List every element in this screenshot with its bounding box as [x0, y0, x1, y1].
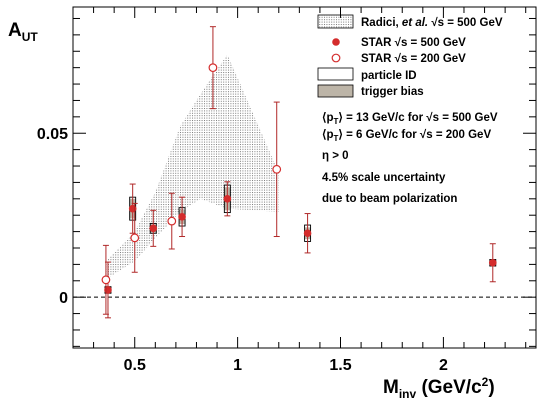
data-point-500	[223, 195, 232, 203]
annotation-pt-200: ⟨pT⟩ = 6 GeV/c for √s = 200 GeV	[322, 128, 491, 143]
data-point-200	[167, 216, 177, 226]
y-tick-label-0: 0	[59, 290, 68, 307]
data-point-200	[208, 63, 218, 73]
legend-band-swatch	[317, 14, 354, 29]
theory-band-area	[105, 54, 279, 280]
annotation-pt-500: ⟨pT⟩ = 13 GeV/c for √s = 500 GeV	[322, 111, 498, 126]
legend: Radici, et al. √s = 500 GeV STAR √s = 50…	[317, 14, 503, 98]
legend-filled-label: STAR √s = 500 GeV	[361, 36, 466, 49]
legend-pid-label: particle ID	[361, 70, 417, 82]
legend-band-label: Radici, et al. √s = 500 GeV	[361, 16, 503, 29]
axis-ticks	[73, 7, 536, 348]
data-point-500	[178, 213, 186, 221]
data-point-500	[149, 224, 158, 233]
data-points	[101, 26, 497, 319]
legend-trig-label: trigger bias	[361, 86, 424, 98]
legend-pid-swatch	[317, 67, 354, 81]
theory-band	[105, 54, 279, 280]
data-point-500	[104, 286, 112, 294]
legend-filled-marker	[332, 38, 340, 46]
x-tick-label-0.5: 0.5	[124, 357, 146, 374]
plot-frame	[72, 6, 537, 349]
legend-open-label: STAR √s = 200 GeV	[361, 52, 466, 65]
data-point-500	[303, 229, 312, 238]
data-point-200	[272, 164, 282, 174]
y-axis-title: AUT	[8, 20, 38, 44]
x-tick-label-1: 1	[233, 357, 242, 374]
y-tick-label-0.05: 0.05	[37, 126, 68, 143]
x-tick-label-2: 2	[439, 357, 448, 374]
data-point-500	[488, 258, 497, 267]
legend-trig-swatch	[317, 84, 354, 98]
data-point-200	[130, 233, 140, 243]
data-point-500	[128, 204, 137, 213]
legend-open-marker	[331, 53, 341, 63]
annotation-scale-2: due to beam polarization	[322, 193, 457, 205]
annotations: ⟨pT⟩ = 13 GeV/c for √s = 500 GeV ⟨pT⟩ = …	[322, 111, 498, 205]
x-axis-title: Minv (GeV/c2)	[383, 375, 495, 401]
annotation-eta: η > 0	[322, 150, 349, 162]
data-point-200	[101, 275, 111, 285]
annotation-scale-1: 4.5% scale uncertainty	[322, 172, 446, 184]
x-tick-label-1.5: 1.5	[329, 357, 351, 374]
